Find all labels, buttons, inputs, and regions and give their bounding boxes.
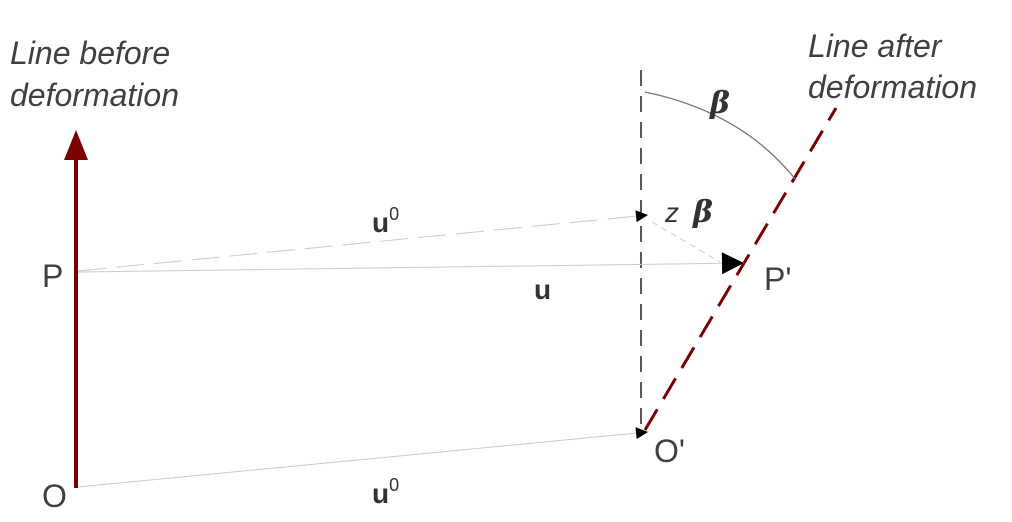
point-o-label: O	[42, 478, 67, 514]
vector-z-beta	[651, 221, 721, 263]
beta-arc	[644, 91, 797, 181]
point-p-prime-label: P'	[764, 261, 791, 297]
vector-u0-upper-sup: 0	[389, 204, 399, 224]
vector-u0-lower	[77, 427, 649, 488]
z-beta-beta: β	[692, 195, 713, 230]
original-line-arrowhead	[64, 130, 88, 160]
line-before-title-1: Line before	[10, 35, 170, 71]
vector-u0-upper	[77, 210, 649, 272]
vector-u0-upper-label: u0	[372, 204, 399, 238]
vector-u-label: u	[534, 274, 551, 305]
beta-angle-label: β	[709, 86, 730, 121]
z-beta-z: z	[664, 197, 679, 228]
line-before-title-2: deformation	[10, 77, 179, 113]
vector-u0-upper-main: u	[372, 207, 389, 238]
line-after-title-2: deformation	[808, 69, 977, 105]
line-after-title-1: Line after	[808, 28, 943, 64]
vector-u0-lower-label: u0	[372, 475, 399, 509]
deformed-line	[643, 107, 838, 431]
point-o-prime-label: O'	[654, 433, 685, 469]
vector-u	[77, 252, 745, 275]
point-p-label: P	[42, 258, 63, 294]
vector-u0-lower-main: u	[372, 478, 389, 509]
vector-u0-lower-sup: 0	[389, 475, 399, 495]
